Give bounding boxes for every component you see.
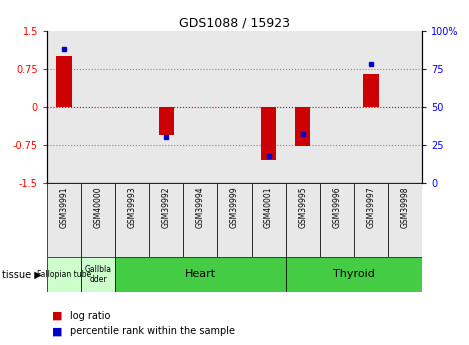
Bar bbox=[388, 183, 422, 257]
Bar bbox=[251, 183, 286, 257]
Bar bbox=[81, 31, 115, 183]
Bar bbox=[183, 31, 218, 183]
Bar bbox=[354, 31, 388, 183]
Text: Heart: Heart bbox=[185, 269, 216, 279]
Text: GSM39995: GSM39995 bbox=[298, 187, 307, 228]
Bar bbox=[218, 183, 251, 257]
Bar bbox=[388, 31, 422, 183]
Bar bbox=[295, 107, 310, 146]
Bar bbox=[183, 183, 218, 257]
Text: tissue ▶: tissue ▶ bbox=[2, 269, 42, 279]
Text: GSM39993: GSM39993 bbox=[128, 187, 136, 228]
Bar bbox=[218, 31, 251, 183]
Bar bbox=[251, 31, 286, 183]
Bar bbox=[363, 74, 378, 107]
Bar bbox=[47, 31, 81, 183]
Text: GSM39994: GSM39994 bbox=[196, 187, 205, 228]
Bar bbox=[115, 183, 149, 257]
Text: GSM40000: GSM40000 bbox=[93, 187, 103, 228]
Bar bbox=[81, 183, 115, 257]
Text: GSM39991: GSM39991 bbox=[60, 187, 68, 228]
Bar bbox=[159, 107, 174, 135]
Text: GSM40001: GSM40001 bbox=[264, 187, 273, 228]
Text: percentile rank within the sample: percentile rank within the sample bbox=[70, 326, 235, 336]
Bar bbox=[149, 183, 183, 257]
Bar bbox=[115, 31, 149, 183]
Text: GSM39992: GSM39992 bbox=[162, 187, 171, 228]
Title: GDS1088 / 15923: GDS1088 / 15923 bbox=[179, 17, 290, 30]
Bar bbox=[149, 31, 183, 183]
Bar bbox=[261, 107, 276, 160]
Bar bbox=[47, 257, 81, 292]
Bar bbox=[286, 257, 422, 292]
Text: GSM39998: GSM39998 bbox=[401, 187, 409, 228]
Text: Fallopian tube: Fallopian tube bbox=[37, 270, 91, 279]
Bar bbox=[56, 56, 72, 107]
Text: Thyroid: Thyroid bbox=[333, 269, 375, 279]
Text: GSM39997: GSM39997 bbox=[366, 187, 376, 228]
Text: GSM39996: GSM39996 bbox=[333, 187, 341, 228]
Text: Gallbla
dder: Gallbla dder bbox=[84, 265, 112, 284]
Bar bbox=[286, 31, 320, 183]
Text: GSM39999: GSM39999 bbox=[230, 187, 239, 228]
Bar bbox=[320, 183, 354, 257]
Text: ■: ■ bbox=[52, 311, 62, 321]
Bar bbox=[47, 183, 81, 257]
Bar bbox=[115, 257, 286, 292]
Text: log ratio: log ratio bbox=[70, 311, 111, 321]
Bar bbox=[286, 183, 320, 257]
Bar bbox=[354, 183, 388, 257]
Text: ■: ■ bbox=[52, 326, 62, 336]
Bar bbox=[81, 257, 115, 292]
Bar bbox=[320, 31, 354, 183]
